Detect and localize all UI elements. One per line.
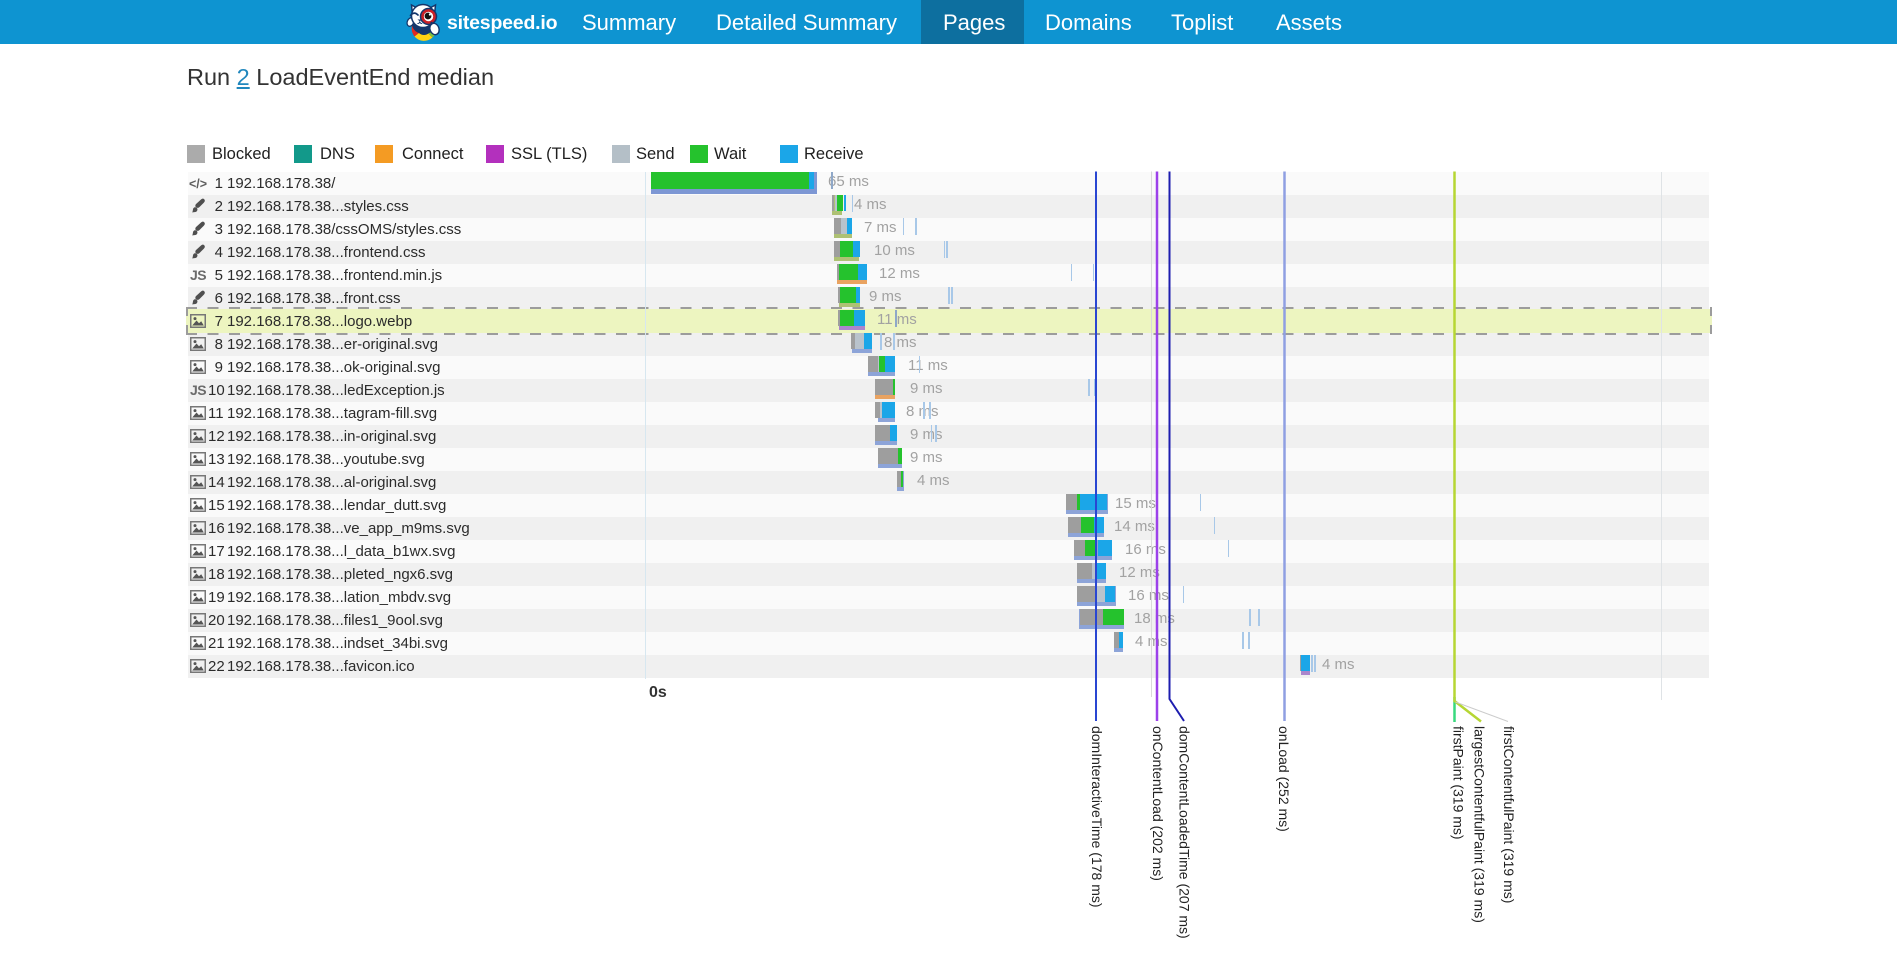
svg-text:firstContentfulPaint (319 ms): firstContentfulPaint (319 ms) bbox=[1501, 726, 1517, 903]
svg-text:domContentLoadedTime (207 ms): domContentLoadedTime (207 ms) bbox=[1177, 726, 1193, 939]
svg-text:firstPaint (319 ms): firstPaint (319 ms) bbox=[1450, 726, 1466, 840]
svg-text:onContentLoad (202 ms): onContentLoad (202 ms) bbox=[1150, 726, 1166, 881]
svg-text:domInteractiveTime (178 ms): domInteractiveTime (178 ms) bbox=[1089, 726, 1105, 908]
svg-text:largestContentfulPaint (319 ms: largestContentfulPaint (319 ms) bbox=[1472, 726, 1488, 923]
svg-text:onLoad (252 ms): onLoad (252 ms) bbox=[1276, 726, 1292, 832]
